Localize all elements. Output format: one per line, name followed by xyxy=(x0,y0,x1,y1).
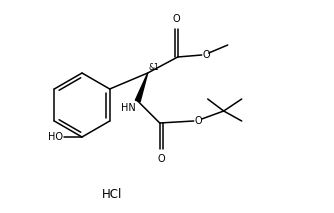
Text: O: O xyxy=(172,14,180,24)
Text: HCl: HCl xyxy=(102,189,122,201)
Text: O: O xyxy=(157,154,165,164)
Text: O: O xyxy=(195,116,202,126)
Text: HO: HO xyxy=(48,132,63,142)
Text: HN: HN xyxy=(121,103,136,113)
Text: &1: &1 xyxy=(149,63,159,72)
Text: O: O xyxy=(203,50,210,60)
Polygon shape xyxy=(135,73,148,102)
